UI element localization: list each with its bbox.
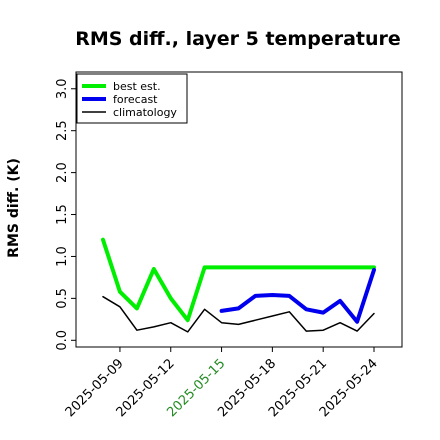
- series-layer: [101, 237, 376, 333]
- series-line-best-est: [101, 237, 376, 323]
- chart-title: RMS diff., layer 5 temperature: [75, 28, 401, 50]
- y-tick-label: 1.5: [55, 204, 70, 225]
- y-tick-label: 0.0: [55, 330, 70, 351]
- y-tick-label: 2.5: [55, 120, 70, 141]
- legend-label: forecast: [113, 93, 158, 106]
- series-line-climatology: [102, 295, 375, 333]
- y-tick-label: 3.0: [55, 78, 70, 99]
- plot-frame: [75, 71, 403, 348]
- legend-label: best est.: [113, 80, 161, 93]
- legend-label: climatology: [113, 106, 177, 119]
- y-ticks: 0.0 0.5 1.0 1.5 2.0 2.5 3.0: [55, 78, 76, 351]
- y-tick-label: 0.5: [55, 288, 70, 309]
- y-tick-label: 2.0: [55, 162, 70, 183]
- series-line-forecast: [219, 267, 376, 324]
- x-ticks: 2025-05-092025-05-122025-05-152025-05-18…: [63, 347, 381, 420]
- y-axis-label: RMS diff. (K): [6, 158, 22, 258]
- y-tick-label: 1.0: [55, 246, 70, 267]
